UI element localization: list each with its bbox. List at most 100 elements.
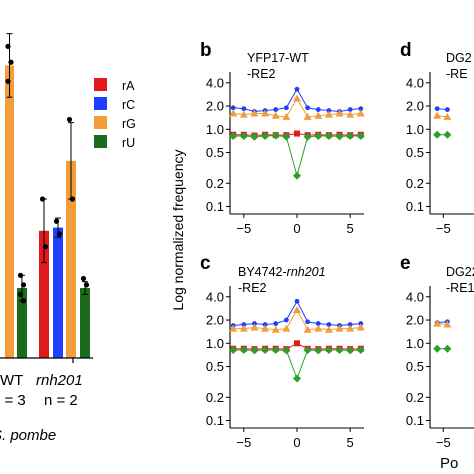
y-tick-label: 1.0 xyxy=(406,122,424,137)
x-tick-label: −5 xyxy=(236,221,251,236)
panel-letter-b: b xyxy=(200,40,212,61)
x-tick-label: −5 xyxy=(436,435,451,450)
panel-d-title-line-1: DG2 xyxy=(446,51,472,65)
y-tick-label: 4.0 xyxy=(406,289,424,304)
marker-diamond xyxy=(293,171,301,180)
marker-triangle xyxy=(293,305,301,313)
legend-label-ra: rA xyxy=(122,79,135,93)
marker-triangle xyxy=(335,324,344,332)
bar-axis xyxy=(0,357,93,363)
panel-a: WT n = 3 rnh201 n = 2 S. pombe rA rC rG … xyxy=(0,33,136,444)
data-point xyxy=(17,272,24,278)
marker-circle xyxy=(241,106,247,112)
marker-triangle xyxy=(346,110,355,118)
data-point xyxy=(56,231,63,237)
marker-circle xyxy=(305,105,311,111)
group-label-rnh201: rnh201 xyxy=(36,372,83,389)
y-tick-label: 0.5 xyxy=(406,359,424,374)
y-tick-label: 4.0 xyxy=(406,75,424,90)
data-point xyxy=(42,244,49,250)
legend-swatch-ra xyxy=(94,78,107,91)
marker-circle xyxy=(294,86,300,92)
marker-circle xyxy=(241,322,247,327)
marker-diamond xyxy=(282,346,291,355)
marker-circle xyxy=(326,108,332,113)
panel-b-title-line-2: -RE2 xyxy=(247,67,276,81)
y-tick-label: 1.0 xyxy=(206,122,224,137)
marker-triangle xyxy=(229,324,238,332)
data-point xyxy=(17,291,24,297)
series-line xyxy=(233,300,361,326)
bar xyxy=(5,65,14,358)
marker-circle xyxy=(347,322,353,327)
data-point xyxy=(8,59,14,65)
data-point xyxy=(83,282,90,288)
marker-triangle xyxy=(443,112,452,120)
legend-swatch-rc xyxy=(94,97,107,110)
marker-triangle xyxy=(335,109,344,117)
marker-diamond xyxy=(261,131,270,140)
panel-d: d DG2 -RE 0.1 0.2 0.5 1.0 2.0 4.0 −5 xyxy=(400,40,474,236)
data-point xyxy=(20,282,27,288)
marker-circle xyxy=(305,319,311,325)
x-tick-label: 5 xyxy=(347,221,354,236)
marker-diamond xyxy=(303,132,312,141)
panel-letter-e: e xyxy=(400,253,411,274)
species-label: S. pombe xyxy=(0,427,56,444)
legend-label-rc: rC xyxy=(122,98,135,112)
panel-letter-d: d xyxy=(400,40,412,61)
x-tick-label: −5 xyxy=(436,221,451,236)
marker-diamond xyxy=(271,345,280,354)
data-point xyxy=(53,218,60,224)
series-line xyxy=(233,349,361,380)
marker-square xyxy=(294,340,300,347)
y-tick-label: 2.0 xyxy=(206,99,224,114)
legend-label-ru: rU xyxy=(122,136,135,150)
n-label-rnh201: n = 2 xyxy=(44,392,78,409)
marker-diamond xyxy=(250,346,259,355)
marker-diamond xyxy=(443,130,452,139)
legend-label-rg: rG xyxy=(122,117,136,131)
legend-swatch-rg xyxy=(94,116,107,129)
marker-circle xyxy=(358,106,364,112)
marker-square xyxy=(294,130,300,137)
marker-diamond xyxy=(324,345,333,354)
y-tick-label: 0.2 xyxy=(406,390,424,405)
marker-triangle xyxy=(239,110,248,118)
marker-diamond xyxy=(261,345,270,354)
y-tick-label: 0.1 xyxy=(406,199,424,214)
y-tick-label: 4.0 xyxy=(206,289,224,304)
marker-diamond xyxy=(433,344,442,353)
y-tick-label: 0.1 xyxy=(406,413,424,428)
data-point xyxy=(66,116,73,123)
group-label-wt: WT xyxy=(0,372,23,389)
marker-diamond xyxy=(335,345,344,354)
y-tick-label: 4.0 xyxy=(206,75,224,90)
panel-b: b YFP17-WT -RE2 0.1 0.2 0.5 1.0 2.0 4.0 −5 0 5 xyxy=(200,40,365,236)
marker-diamond xyxy=(229,131,238,140)
marker-diamond xyxy=(303,345,312,354)
marker-triangle xyxy=(346,324,355,332)
marker-circle xyxy=(315,321,321,326)
line-plot: 0.1 0.2 0.5 1.0 2.0 4.0 −5 0 5 xyxy=(206,72,365,236)
marker-circle xyxy=(283,317,289,323)
marker-triangle xyxy=(282,112,291,120)
marker-diamond xyxy=(314,131,323,140)
data-point xyxy=(5,43,11,49)
marker-triangle xyxy=(433,111,442,119)
bar xyxy=(80,288,90,358)
x-tick-label: 0 xyxy=(293,435,300,450)
marker-diamond xyxy=(433,130,442,139)
y-tick-label: 0.2 xyxy=(206,176,224,191)
series-line xyxy=(233,135,361,178)
marker-diamond xyxy=(356,131,365,140)
marker-circle xyxy=(283,105,289,111)
y-tick-label: 0.5 xyxy=(406,145,424,160)
line-plot: 0.1 0.2 0.5 1.0 2.0 4.0 −5 xyxy=(406,72,474,236)
marker-diamond xyxy=(324,131,333,140)
marker-diamond xyxy=(239,345,248,354)
y-tick-label: 0.1 xyxy=(206,199,224,214)
bar xyxy=(53,227,63,358)
panel-e: e DG22 -RE1 0.1 0.2 0.5 1.0 2.0 4.0 −5 Po xyxy=(400,253,474,472)
data-point xyxy=(5,78,11,84)
